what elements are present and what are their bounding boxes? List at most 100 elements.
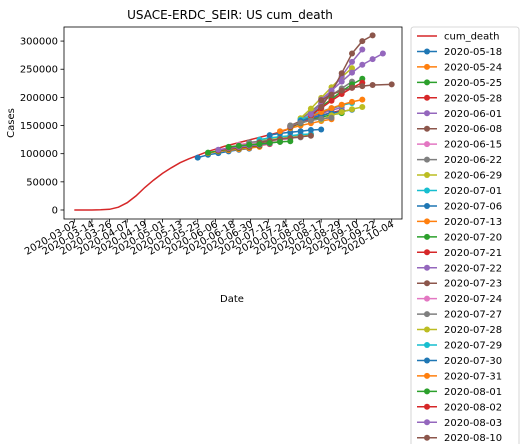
forecast-extra-2-point [318, 97, 325, 104]
forecast-extra-3-point [318, 115, 325, 122]
series-line-observed [74, 117, 312, 211]
legend-swatch-marker [424, 94, 430, 101]
legend-label: 2020-07-27 [444, 310, 502, 321]
legend-swatch-marker [424, 403, 430, 410]
forecast-extra-3-point [328, 114, 335, 121]
forecast-extra-5-point [246, 141, 253, 148]
forecast-extra-4-point [297, 133, 304, 140]
plot-area [74, 32, 395, 211]
forecast-extra-1-point [359, 104, 366, 110]
legend-label: 2020-05-28 [444, 93, 502, 104]
forecast-2020-07-06-point [307, 127, 314, 133]
forecast-extra-2-point [349, 84, 355, 91]
forecast-2020-07-31-point [359, 96, 366, 103]
legend-label: 2020-07-01 [444, 186, 502, 197]
legend-label: 2020-07-29 [444, 341, 502, 352]
legend-swatch-marker [424, 419, 430, 426]
legend-label: 2020-08-02 [444, 402, 502, 413]
forecast-extra-5-point [235, 142, 242, 149]
forecast-2020-06-01-point [215, 146, 222, 153]
legend: cum_death 2020-05-18 2020-05-24 2020-05-25 2… [410, 26, 520, 448]
axes: 0500001000001500002000002500003000002020… [20, 26, 403, 258]
forecast-extra-0-point [369, 56, 376, 63]
forecast-extra-0-point [359, 61, 366, 68]
y-tick-label: 100000 [20, 149, 58, 160]
legend-swatch-marker [424, 388, 430, 395]
forecast-2020-08-10-point [369, 32, 376, 39]
forecast-2020-05-25-point [205, 149, 211, 156]
forecast-2020-07-31-point [328, 105, 335, 112]
legend-swatch-marker [424, 326, 430, 333]
forecast-2020-08-10-point [349, 50, 355, 57]
legend-label: 2020-07-31 [444, 371, 502, 382]
forecast-2020-07-28-point [307, 105, 314, 112]
legend-swatch-marker [424, 233, 430, 240]
forecast-extra-2-point [369, 82, 376, 88]
legend-label: 2020-07-23 [444, 279, 502, 290]
legend-label: 2020-07-28 [444, 325, 502, 336]
forecast-extra-0-point [349, 69, 355, 76]
legend-swatch-marker [424, 110, 430, 117]
forecast-2020-07-06-point [266, 132, 273, 139]
legend-swatch-marker [424, 434, 430, 441]
legend-label: 2020-05-18 [444, 47, 502, 58]
forecast-2020-07-28-point [349, 65, 355, 72]
forecast-2020-07-06-point [297, 128, 304, 135]
forecast-extra-2-point [328, 91, 335, 98]
forecast-2020-08-03-point [307, 111, 314, 118]
legend-label: 2020-06-01 [444, 109, 502, 120]
legend-swatch-marker [424, 280, 430, 287]
forecast-2020-08-10-point [318, 104, 325, 110]
legend-swatch-marker [424, 264, 430, 271]
forecast-extra-3-point [297, 119, 304, 126]
legend-label: 2020-06-29 [444, 171, 502, 182]
legend-label: 2020-06-15 [444, 140, 502, 151]
legend-box [410, 26, 520, 448]
forecast-2020-07-31-point [349, 98, 355, 105]
forecast-extra-5-point [256, 141, 263, 148]
legend-swatch-marker [424, 79, 430, 86]
forecast-2020-08-02-point [328, 97, 335, 104]
legend-swatch-marker [424, 141, 430, 148]
y-tick-label: 50000 [26, 177, 58, 188]
legend-label: 2020-06-08 [444, 124, 502, 135]
forecast-extra-1-point [349, 106, 355, 113]
forecast-extra-0-point [379, 50, 386, 57]
forecast-2020-08-03-point [359, 46, 366, 53]
legend-label: 2020-08-01 [444, 387, 502, 398]
forecast-extra-5-point [277, 138, 283, 145]
legend-swatch-marker [424, 311, 430, 318]
legend-swatch-marker [424, 295, 430, 302]
legend-label: 2020-07-24 [444, 294, 502, 305]
legend-swatch-marker [424, 357, 430, 364]
forecast-2020-07-31-point [338, 101, 345, 108]
legend-label: 2020-07-22 [444, 263, 502, 274]
legend-swatch-marker [424, 172, 430, 179]
forecast-extra-5-point [225, 143, 232, 150]
forecast-extra-3-point [307, 117, 314, 124]
legend-swatch-marker [424, 249, 430, 256]
legend-swatch-marker [424, 156, 430, 163]
legend-swatch-marker [424, 342, 430, 348]
forecast-extra-0-point [338, 78, 345, 85]
forecast-extra-5-point [287, 138, 294, 145]
y-tick-label: 250000 [20, 65, 58, 76]
y-tick-label: 150000 [20, 121, 58, 132]
legend-swatch-marker [424, 218, 430, 225]
legend-swatch-marker [424, 48, 430, 55]
forecast-2020-05-18-point [194, 154, 201, 161]
legend-label: 2020-07-13 [444, 217, 502, 228]
forecast-extra-1-point [338, 109, 345, 115]
forecast-extra-4-point [307, 132, 314, 139]
y-tick-label: 200000 [20, 93, 58, 104]
forecast-extra-2-point [388, 81, 395, 88]
legend-label: 2020-08-03 [444, 418, 502, 429]
x-axis-label: Date [220, 294, 244, 305]
legend-label: 2020-07-21 [444, 248, 502, 259]
legend-label: 2020-08-10 [444, 433, 502, 444]
legend-swatch-marker [424, 187, 430, 194]
legend-label: 2020-07-30 [444, 356, 502, 367]
legend-swatch-marker [424, 372, 430, 379]
forecast-2020-07-13-point [277, 128, 283, 135]
